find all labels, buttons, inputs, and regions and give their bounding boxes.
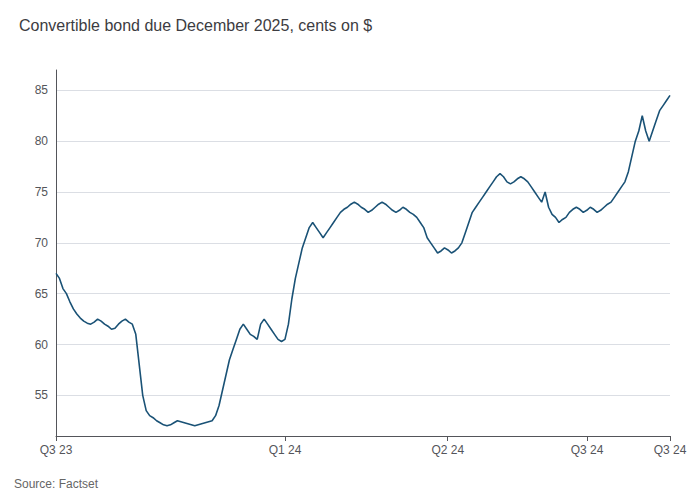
- svg-text:Q3 24: Q3 24: [571, 443, 604, 457]
- svg-text:Convertible bond due December: Convertible bond due December 2025, cent…: [19, 17, 372, 34]
- svg-text:85: 85: [35, 83, 49, 97]
- svg-text:70: 70: [35, 236, 49, 250]
- svg-text:Q1 24: Q1 24: [269, 443, 302, 457]
- svg-text:Q3 23: Q3 23: [40, 443, 73, 457]
- svg-text:65: 65: [35, 287, 49, 301]
- svg-text:80: 80: [35, 134, 49, 148]
- svg-text:75: 75: [35, 185, 49, 199]
- svg-text:55: 55: [35, 388, 49, 402]
- svg-text:Q3 24: Q3 24: [654, 443, 687, 457]
- svg-text:60: 60: [35, 338, 49, 352]
- svg-text:Source: Factset: Source: Factset: [14, 477, 99, 491]
- svg-text:Q2 24: Q2 24: [431, 443, 464, 457]
